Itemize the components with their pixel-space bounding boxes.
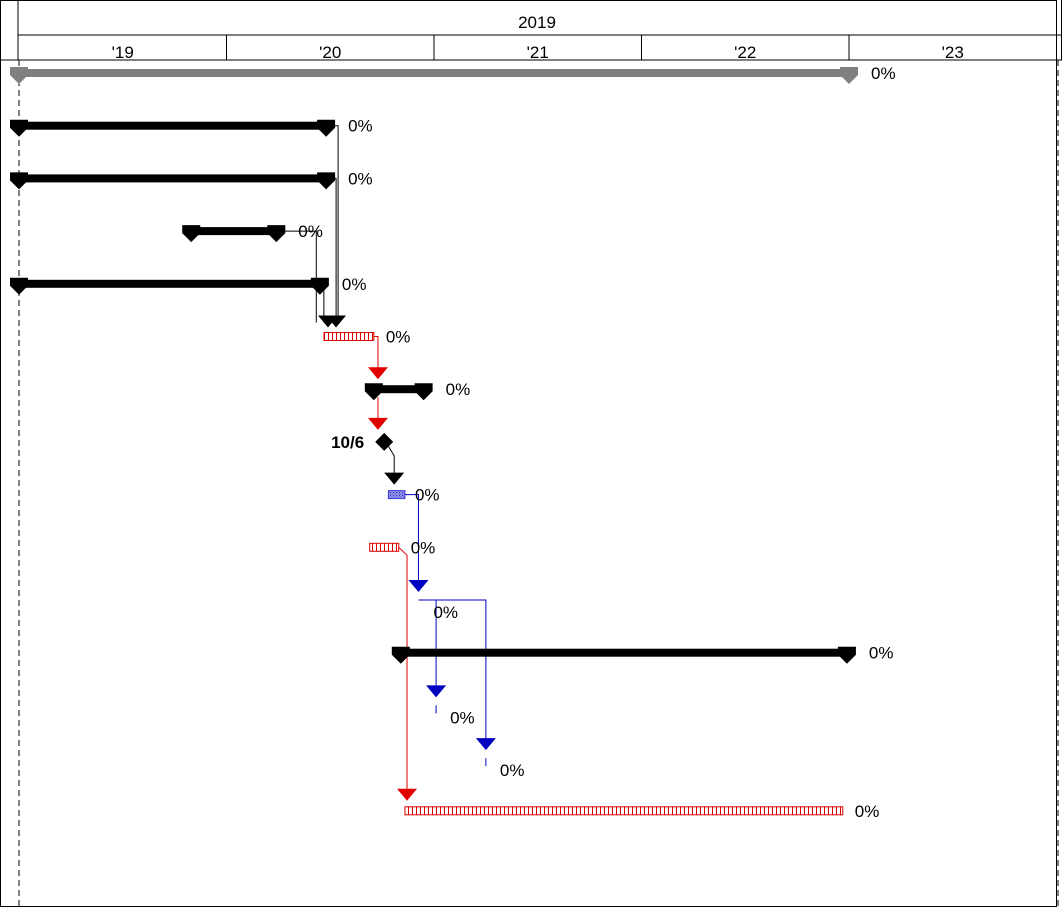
summary-start-cap bbox=[364, 383, 383, 401]
task-labels: 0% 0% 0% 0% 0% 0% 0% 10/6 0% 0% 0% 0% 0% 0% 0% bbox=[298, 64, 895, 821]
task-progress-label: 0% bbox=[871, 64, 896, 83]
link-arrow bbox=[475, 738, 496, 751]
link-arrow bbox=[408, 580, 429, 592]
task-progress-label: 0% bbox=[855, 802, 880, 821]
link-arrow bbox=[367, 417, 388, 430]
task-progress-label: 0% bbox=[348, 169, 373, 188]
summary-end-cap bbox=[837, 646, 856, 664]
task-bars bbox=[10, 67, 858, 816]
milestone-diamond bbox=[375, 432, 394, 451]
tick-label: '21 bbox=[527, 43, 549, 62]
task-progress-label: 0% bbox=[415, 486, 440, 505]
summary-start-cap bbox=[391, 646, 410, 664]
timescale-top-label: 2019 bbox=[518, 13, 556, 32]
tick-label: '23 bbox=[942, 43, 964, 62]
summary-bar bbox=[373, 385, 424, 394]
summary-bar bbox=[19, 121, 327, 130]
summary-start-cap bbox=[182, 225, 201, 243]
timescale-header: 2019 '19 '20 '21 '22 '23 bbox=[0, 0, 1062, 62]
tick-label: '22 bbox=[734, 43, 756, 62]
project-summary-start-cap bbox=[10, 67, 28, 84]
task-progress-label: 0% bbox=[450, 708, 475, 727]
task-progress-label: 0% bbox=[386, 328, 411, 347]
summary-end-cap bbox=[317, 172, 336, 190]
task-progress-label: 0% bbox=[411, 538, 436, 557]
summary-start-cap bbox=[10, 119, 28, 137]
link-line bbox=[418, 599, 487, 749]
summary-end-cap bbox=[317, 119, 336, 137]
link-line bbox=[398, 546, 408, 799]
link-arrow bbox=[367, 367, 388, 380]
summary-bar bbox=[191, 227, 277, 236]
summary-start-cap bbox=[10, 277, 28, 295]
critical-task-bar bbox=[323, 332, 375, 341]
link-arrow bbox=[426, 685, 447, 698]
task-progress-label: 0% bbox=[298, 222, 323, 241]
project-summary-end-cap bbox=[840, 67, 858, 84]
summary-end-cap bbox=[267, 225, 286, 243]
summary-end-cap bbox=[310, 277, 329, 295]
tick-label: '20 bbox=[319, 43, 341, 62]
timescale-ticks: '19 '20 '21 '22 '23 bbox=[112, 35, 964, 62]
critical-task-bar bbox=[404, 806, 844, 816]
link-line bbox=[276, 230, 317, 323]
task-progress-label: 0% bbox=[342, 275, 367, 294]
link-arrow bbox=[326, 315, 347, 328]
summary-start-cap bbox=[10, 172, 28, 190]
tick-label: '19 bbox=[112, 43, 134, 62]
link-arrow bbox=[397, 788, 418, 801]
task-progress-label: 0% bbox=[433, 603, 458, 622]
summary-end-cap bbox=[414, 383, 433, 401]
critical-task-bar bbox=[369, 542, 400, 552]
task-progress-label: 0% bbox=[500, 761, 525, 780]
summary-bar bbox=[19, 174, 327, 183]
milestone-date-label: 10/6 bbox=[331, 433, 364, 452]
task-progress-label: 0% bbox=[446, 380, 471, 399]
link-arrow bbox=[384, 472, 405, 485]
task-bar bbox=[387, 490, 406, 500]
summary-bar bbox=[19, 279, 320, 288]
link-line bbox=[404, 494, 419, 590]
task-progress-label: 0% bbox=[348, 117, 373, 136]
summary-bar bbox=[400, 648, 847, 657]
task-progress-label: 0% bbox=[869, 644, 894, 663]
project-summary-bar bbox=[19, 69, 849, 77]
link-line bbox=[326, 177, 337, 323]
link-line bbox=[373, 336, 379, 378]
